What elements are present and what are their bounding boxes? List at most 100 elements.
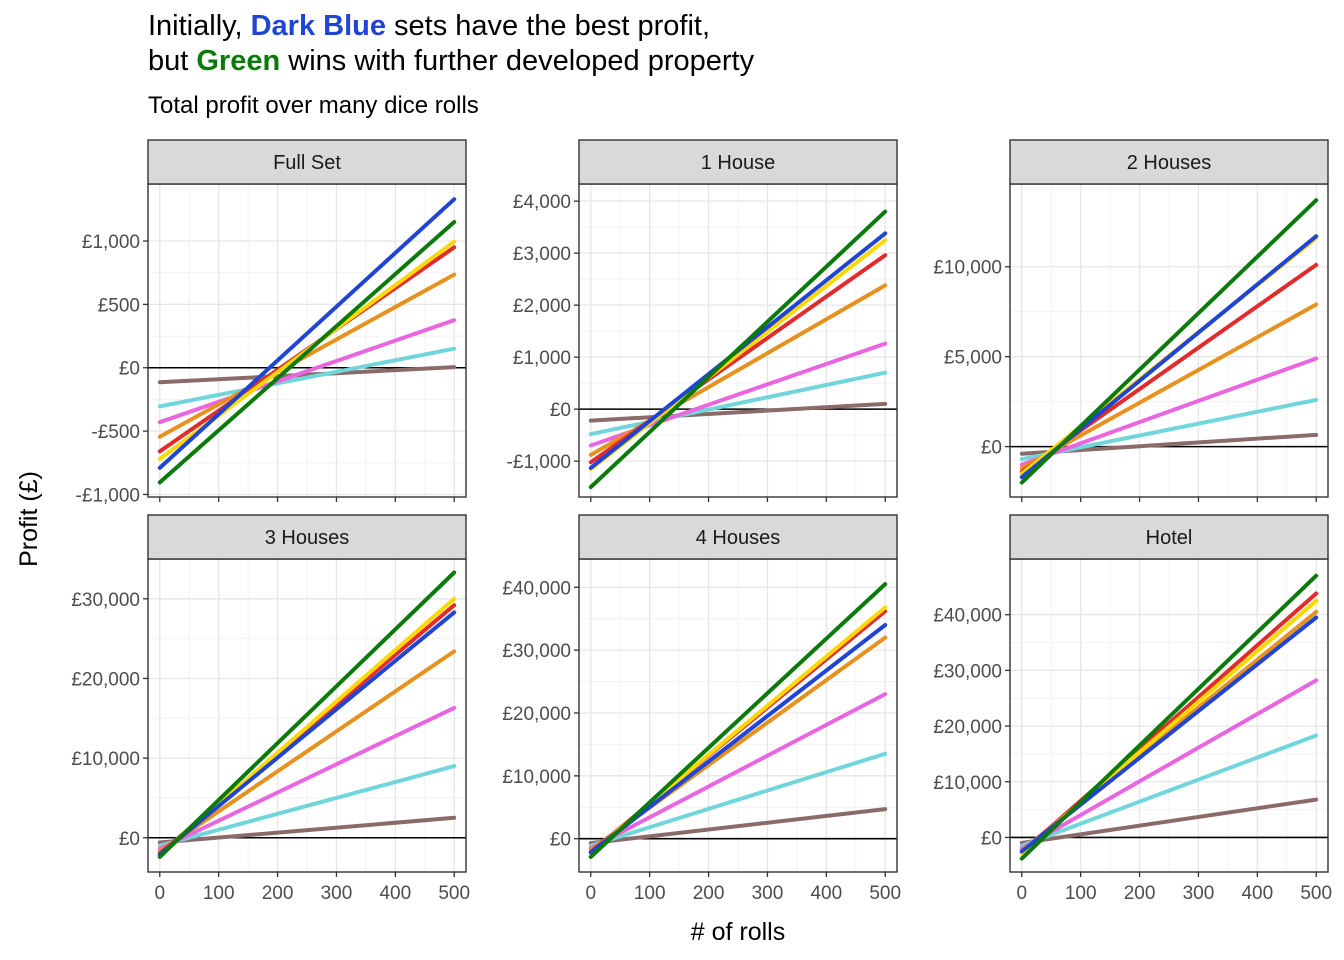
x-tick-label: 100: [634, 883, 666, 904]
y-tick-label: £20,000: [933, 717, 1002, 738]
y-tick-label: -£500: [91, 422, 140, 443]
y-tick-label: £3,000: [513, 244, 571, 265]
facet-strip: [578, 139, 898, 185]
series-line: [1019, 678, 1319, 851]
y-tick-label: £30,000: [71, 590, 140, 611]
facet-strip: [1009, 139, 1329, 185]
title-text-1a: Initially,: [148, 10, 251, 42]
x-tick-label: 300: [321, 883, 353, 904]
y-tick-label: £0: [119, 829, 140, 850]
panel-full-set: Full Set -£1,000 -£500 £0 £500 £1,000: [76, 139, 467, 506]
x-tick-label: 200: [693, 883, 725, 904]
facet-strip: [147, 139, 467, 185]
facet-strip-label: 3 Houses: [265, 527, 350, 549]
y-tick-label: £0: [119, 359, 140, 380]
series-line: [157, 365, 457, 385]
series-line: [157, 815, 457, 845]
y-tick-label: £5,000: [944, 348, 1002, 369]
y-tick-label: £2,000: [513, 296, 571, 317]
y-tick-label: -£1,000: [507, 452, 571, 473]
series-line: [157, 610, 457, 857]
y-tick-label: £20,000: [502, 704, 571, 725]
facet-strip: [1009, 514, 1329, 560]
series-line: [157, 220, 457, 485]
series-line: [588, 751, 888, 848]
title-text-2b: wins with further developed property: [280, 45, 755, 77]
x-tick-label: 300: [752, 883, 784, 904]
y-tick-label: -£1,000: [76, 485, 140, 506]
series-line: [157, 649, 457, 854]
x-tick-label: 400: [810, 883, 842, 904]
y-tick-label: £40,000: [502, 578, 571, 599]
series-line: [157, 764, 457, 848]
facet-strip: [147, 514, 467, 560]
series-line: [1019, 397, 1319, 462]
series-line: [157, 272, 457, 439]
x-tick-label: 500: [1300, 883, 1332, 904]
title-text-1b: sets have the best profit,: [386, 10, 711, 42]
x-tick-label: 400: [1241, 883, 1273, 904]
title-highlight-green: Green: [196, 45, 281, 77]
y-tick-label: £0: [550, 830, 571, 851]
series-line: [157, 197, 457, 470]
panel-3-houses: 3 Houses £0 £10,000 £20,000 £30,000 0 100 200 30…: [71, 514, 470, 904]
x-tick-label: 0: [154, 883, 165, 904]
series-line: [588, 623, 888, 855]
series-line: [588, 370, 888, 437]
series-line: [1019, 356, 1319, 467]
series-line: [157, 318, 457, 425]
series-line: [1019, 573, 1319, 861]
x-tick-label: 200: [262, 883, 294, 904]
facet-strip-label: 4 Houses: [696, 527, 781, 549]
y-axis-title: Profit (£): [15, 471, 43, 567]
series-line: [588, 692, 888, 851]
series-line: [157, 705, 457, 851]
x-tick-label: 300: [1183, 883, 1215, 904]
y-tick-label: £1,000: [82, 232, 140, 253]
y-tick-label: £30,000: [502, 641, 571, 662]
title-highlight-dark-blue: Dark Blue: [250, 10, 386, 42]
x-axis-title: # of rolls: [691, 918, 785, 946]
facet-strip-label: 2 Houses: [1127, 152, 1212, 174]
x-tick-label: 400: [379, 883, 411, 904]
y-tick-label: £20,000: [71, 669, 140, 690]
series-line: [1019, 733, 1319, 848]
y-tick-label: £0: [981, 438, 1002, 459]
series-line: [1019, 797, 1319, 845]
title-text-2a: but: [148, 45, 197, 77]
y-tick-label: £30,000: [933, 661, 1002, 682]
panel-4-houses: 4 Houses £0 £10,000 £20,000 £30,000 £40,000 0 1…: [502, 514, 901, 904]
facet-strip-label: Full Set: [273, 152, 341, 174]
panel-2-houses: 2 Houses £0 £5,000 £10,000: [933, 139, 1329, 502]
chart-title-line-2: but Green wins with further developed pr…: [148, 45, 754, 78]
y-tick-label: £40,000: [933, 606, 1002, 627]
series-line: [588, 401, 888, 423]
x-tick-label: 100: [203, 883, 235, 904]
facet-strip-label: Hotel: [1146, 527, 1193, 549]
series-line: [1019, 302, 1319, 471]
x-tick-label: 0: [1016, 883, 1027, 904]
x-tick-label: 500: [869, 883, 901, 904]
panel-hotel: Hotel £0 £10,000 £20,000 £30,000 £40,000 0 100 2…: [933, 514, 1332, 904]
x-tick-label: 0: [585, 883, 596, 904]
facet-strip-label: 1 House: [701, 152, 776, 174]
y-tick-label: £10,000: [933, 773, 1002, 794]
y-tick-label: £1,000: [513, 348, 571, 369]
series-line: [157, 570, 457, 859]
y-tick-label: £0: [981, 828, 1002, 849]
chart-title-line-1: Initially, Dark Blue sets have the best …: [148, 10, 710, 43]
series-line: [1019, 198, 1319, 485]
x-tick-label: 200: [1124, 883, 1156, 904]
chart-subtitle: Total profit over many dice rolls: [148, 92, 479, 119]
y-tick-label: £10,000: [933, 258, 1002, 279]
x-tick-label: 100: [1065, 883, 1097, 904]
facet-strip: [578, 514, 898, 560]
series-line: [157, 346, 457, 409]
y-tick-label: £0: [550, 400, 571, 421]
series-line: [588, 209, 888, 490]
series-line: [588, 582, 888, 859]
y-tick-label: £10,000: [502, 767, 571, 788]
series-line: [588, 807, 888, 846]
y-tick-label: £500: [98, 295, 140, 316]
